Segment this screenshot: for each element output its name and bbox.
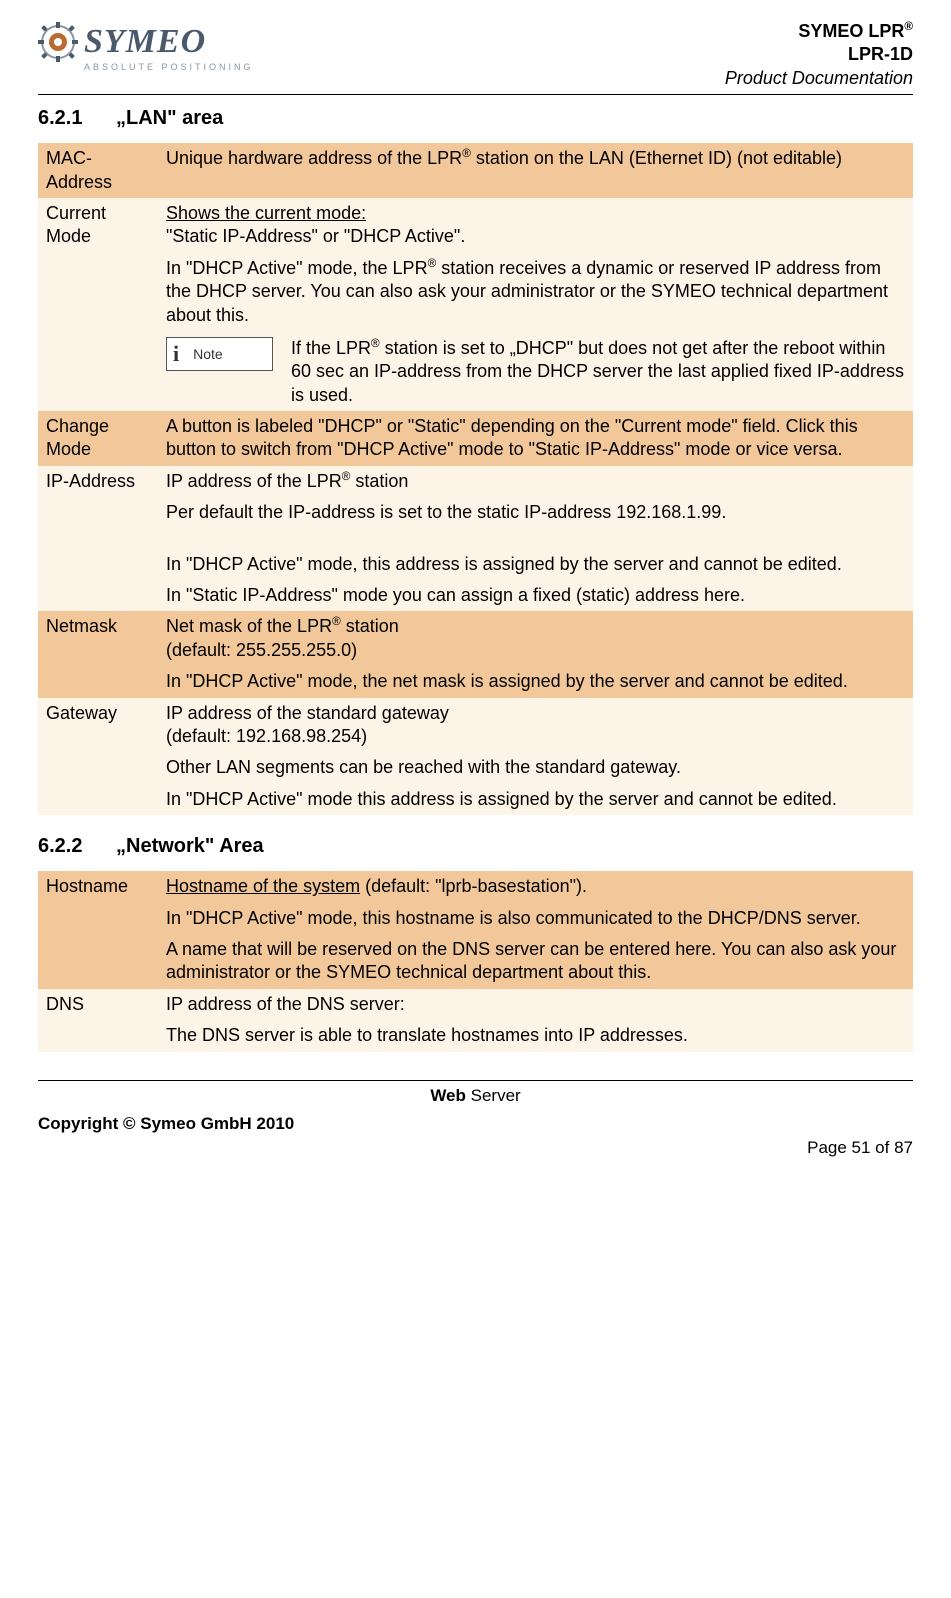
page-header: SYMEO ABSOLUTE POSITIONING SYMEO LPR® LP… xyxy=(38,20,913,95)
table-row: MAC-Address Unique hardware address of t… xyxy=(38,143,913,198)
row-desc: IP address of the LPR® station Per defau… xyxy=(158,466,913,612)
page-footer: Web Server Copyright © Symeo GmbH 2010 P… xyxy=(38,1080,913,1159)
gear-icon xyxy=(38,22,78,62)
row-desc: Hostname of the system (default: "lprb-b… xyxy=(158,871,913,989)
row-desc: IP address of the standard gateway (defa… xyxy=(158,698,913,816)
network-table: Hostname Hostname of the system (default… xyxy=(38,871,913,1051)
row-desc: Net mask of the LPR® station (default: 2… xyxy=(158,611,913,697)
note-label: Note xyxy=(193,345,223,363)
note-text: If the LPR® station is set to „DHCP" but… xyxy=(291,337,905,407)
row-label: MAC-Address xyxy=(38,143,158,198)
hdr-line2: LPR-1D xyxy=(725,43,913,66)
note-box: i Note xyxy=(166,337,273,371)
footer-center: Web Server xyxy=(38,1080,913,1107)
table-row: Current Mode Shows the current mode: "St… xyxy=(38,198,913,411)
section-num: 6.2.1 xyxy=(38,105,116,131)
lan-table: MAC-Address Unique hardware address of t… xyxy=(38,143,913,815)
row-label: Netmask xyxy=(38,611,158,697)
hdr-line1: SYMEO LPR xyxy=(798,21,904,41)
table-row: Hostname Hostname of the system (default… xyxy=(38,871,913,989)
info-icon: i xyxy=(173,340,179,369)
reg-sup: ® xyxy=(904,20,913,33)
logo-subtext: ABSOLUTE POSITIONING xyxy=(84,62,254,74)
table-row: IP-Address IP address of the LPR® statio… xyxy=(38,466,913,612)
logo-block: SYMEO ABSOLUTE POSITIONING xyxy=(38,20,254,74)
table-row: Netmask Net mask of the LPR® station (de… xyxy=(38,611,913,697)
row-label: IP-Address xyxy=(38,466,158,612)
hdr-line3: Product Documentation xyxy=(725,67,913,90)
header-titles: SYMEO LPR® LPR-1D Product Documentation xyxy=(725,20,913,90)
copyright: Copyright © Symeo GmbH 2010 xyxy=(38,1113,294,1135)
row-label: DNS xyxy=(38,989,158,1052)
section-title: „Network" Area xyxy=(116,835,264,857)
row-label: Current Mode xyxy=(38,198,158,411)
table-row: Change Mode A button is labeled "DHCP" o… xyxy=(38,411,913,466)
row-label: Hostname xyxy=(38,871,158,989)
table-row: DNS IP address of the DNS server: The DN… xyxy=(38,989,913,1052)
row-desc: Unique hardware address of the LPR® stat… xyxy=(158,143,913,198)
logo-text: SYMEO xyxy=(84,20,206,64)
row-desc: IP address of the DNS server: The DNS se… xyxy=(158,989,913,1052)
page-number: Page 51 of 87 xyxy=(807,1137,913,1159)
row-label: Gateway xyxy=(38,698,158,816)
row-label: Change Mode xyxy=(38,411,158,466)
section-title: „LAN" area xyxy=(116,107,223,129)
table-row: Gateway IP address of the standard gatew… xyxy=(38,698,913,816)
row-desc: A button is labeled "DHCP" or "Static" d… xyxy=(158,411,913,466)
section-num: 6.2.2 xyxy=(38,833,116,859)
row-desc: Shows the current mode: "Static IP-Addre… xyxy=(158,198,913,411)
section-heading-network: 6.2.2„Network" Area xyxy=(38,833,913,859)
section-heading-lan: 6.2.1„LAN" area xyxy=(38,105,913,131)
